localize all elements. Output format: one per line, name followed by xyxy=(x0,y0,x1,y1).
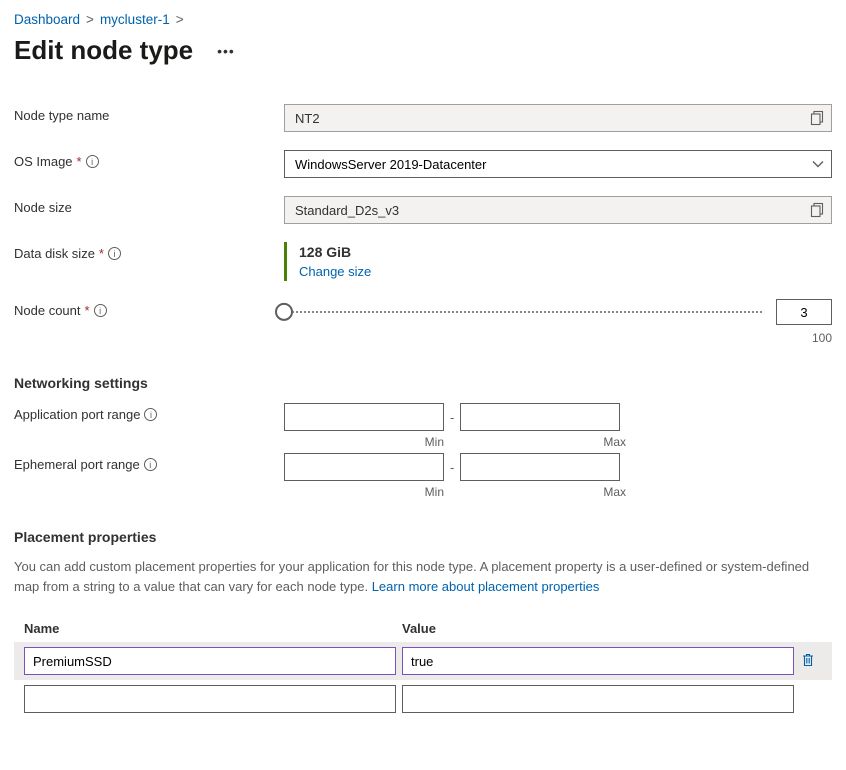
label-node-count: Node count * i xyxy=(14,299,284,318)
row-app-port-range: Application port range i - Min Max xyxy=(14,403,832,449)
placement-description: You can add custom placement properties … xyxy=(14,557,832,597)
label-node-size: Node size xyxy=(14,196,284,215)
delete-icon[interactable] xyxy=(800,652,822,670)
info-icon[interactable]: i xyxy=(94,304,107,317)
node-count-slider[interactable] xyxy=(284,311,762,316)
required-indicator: * xyxy=(77,154,82,169)
label-os-image: OS Image * i xyxy=(14,150,284,169)
node-size-input xyxy=(284,196,832,224)
label-node-type-name: Node type name xyxy=(14,104,284,123)
copy-icon[interactable] xyxy=(810,110,826,126)
change-size-link[interactable]: Change size xyxy=(299,264,832,279)
row-os-image: OS Image * i xyxy=(14,150,832,178)
eph-port-max-input[interactable] xyxy=(460,453,620,481)
breadcrumb-separator: > xyxy=(86,12,94,27)
col-name: Name xyxy=(24,621,402,636)
info-icon[interactable]: i xyxy=(86,155,99,168)
app-port-max-input[interactable] xyxy=(460,403,620,431)
row-node-size: Node size xyxy=(14,196,832,224)
info-icon[interactable]: i xyxy=(144,408,157,421)
row-data-disk-size: Data disk size * i 128 GiB Change size xyxy=(14,242,832,281)
placement-name-input[interactable] xyxy=(24,685,396,713)
info-icon[interactable]: i xyxy=(108,247,121,260)
label-data-disk-size: Data disk size * i xyxy=(14,242,284,261)
learn-more-link[interactable]: Learn more about placement properties xyxy=(372,579,600,594)
label-app-port-range: Application port range i xyxy=(14,403,284,422)
breadcrumb: Dashboard > mycluster-1 > xyxy=(14,12,832,27)
label-os-image-text: OS Image xyxy=(14,154,73,169)
node-count-max: 100 xyxy=(284,331,832,345)
row-node-count: Node count * i 100 xyxy=(14,299,832,345)
breadcrumb-separator: > xyxy=(176,12,184,27)
placement-table-header: Name Value xyxy=(14,615,832,642)
min-label: Min xyxy=(284,435,444,449)
max-label: Max xyxy=(466,435,626,449)
required-indicator: * xyxy=(85,303,90,318)
more-actions-button[interactable]: ••• xyxy=(211,39,241,63)
placement-row xyxy=(14,680,832,718)
label-data-disk-size-text: Data disk size xyxy=(14,246,95,261)
placement-row xyxy=(14,642,832,680)
placement-heading: Placement properties xyxy=(14,529,832,545)
max-label: Max xyxy=(466,485,626,499)
app-port-min-input[interactable] xyxy=(284,403,444,431)
range-dash: - xyxy=(450,460,454,475)
label-node-count-text: Node count xyxy=(14,303,81,318)
copy-icon[interactable] xyxy=(810,202,826,218)
label-eph-port-range-text: Ephemeral port range xyxy=(14,457,140,472)
os-image-select[interactable] xyxy=(284,150,832,178)
row-eph-port-range: Ephemeral port range i - Min Max xyxy=(14,453,832,499)
label-app-port-range-text: Application port range xyxy=(14,407,140,422)
slider-thumb[interactable] xyxy=(275,303,293,321)
node-type-name-input xyxy=(284,104,832,132)
page-header: Edit node type ••• xyxy=(14,35,832,66)
eph-port-min-input[interactable] xyxy=(284,453,444,481)
required-indicator: * xyxy=(99,246,104,261)
breadcrumb-item-dashboard[interactable]: Dashboard xyxy=(14,12,80,27)
min-label: Min xyxy=(284,485,444,499)
placement-name-input[interactable] xyxy=(24,647,396,675)
range-dash: - xyxy=(450,410,454,425)
placement-value-input[interactable] xyxy=(402,647,794,675)
placement-value-input[interactable] xyxy=(402,685,794,713)
label-eph-port-range: Ephemeral port range i xyxy=(14,453,284,472)
col-value: Value xyxy=(402,621,822,636)
data-disk-size-value: 128 GiB xyxy=(299,244,832,260)
networking-heading: Networking settings xyxy=(14,375,832,391)
page-title: Edit node type xyxy=(14,35,193,66)
node-count-input[interactable] xyxy=(776,299,832,325)
breadcrumb-item-cluster[interactable]: mycluster-1 xyxy=(100,12,170,27)
info-icon[interactable]: i xyxy=(144,458,157,471)
row-node-type-name: Node type name xyxy=(14,104,832,132)
